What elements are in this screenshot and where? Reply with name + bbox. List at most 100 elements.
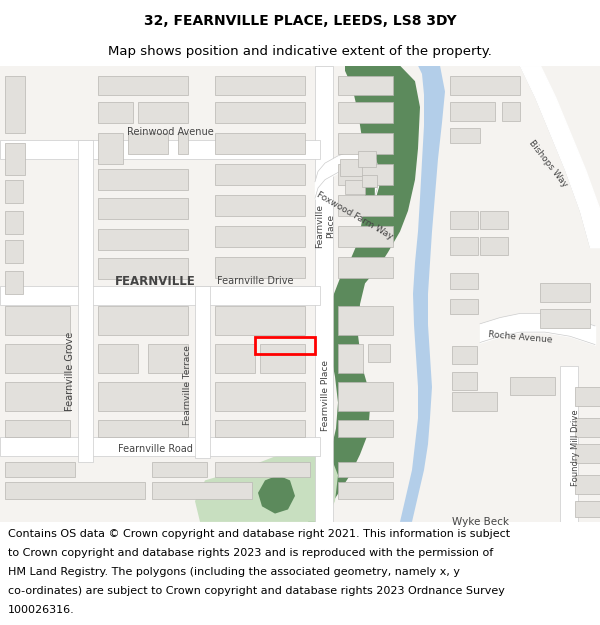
- Bar: [5, 211, 23, 234]
- Polygon shape: [195, 444, 338, 522]
- Bar: [152, 482, 252, 499]
- Text: Fearnville Place: Fearnville Place: [320, 360, 329, 431]
- Bar: [0, 437, 320, 456]
- Bar: [338, 462, 393, 478]
- Bar: [575, 444, 600, 462]
- Bar: [5, 420, 70, 437]
- Bar: [98, 420, 188, 437]
- Bar: [215, 344, 255, 372]
- Bar: [338, 306, 393, 335]
- Text: Roche Avenue: Roche Avenue: [488, 330, 553, 344]
- Bar: [452, 371, 477, 390]
- Bar: [5, 344, 70, 372]
- Bar: [480, 237, 508, 256]
- Polygon shape: [400, 66, 445, 522]
- Bar: [5, 462, 75, 478]
- Bar: [98, 169, 188, 190]
- Bar: [98, 382, 188, 411]
- Bar: [215, 382, 305, 411]
- Bar: [215, 76, 305, 94]
- Text: Fearnville
Place: Fearnville Place: [316, 204, 335, 248]
- Bar: [540, 283, 590, 302]
- Text: Reinwood Avenue: Reinwood Avenue: [127, 127, 214, 137]
- Bar: [0, 286, 320, 305]
- Bar: [148, 344, 188, 372]
- Text: Fearnville Drive: Fearnville Drive: [217, 276, 293, 286]
- Text: to Crown copyright and database rights 2023 and is reproduced with the permissio: to Crown copyright and database rights 2…: [8, 548, 493, 558]
- Text: Fearnville Grove: Fearnville Grove: [65, 332, 75, 411]
- Bar: [128, 133, 168, 154]
- Bar: [98, 76, 188, 94]
- Polygon shape: [412, 66, 600, 522]
- Bar: [338, 133, 393, 154]
- Text: 32, FEARNVILLE PLACE, LEEDS, LS8 3DY: 32, FEARNVILLE PLACE, LEEDS, LS8 3DY: [143, 14, 457, 28]
- Bar: [78, 140, 93, 462]
- Text: Bishops Way: Bishops Way: [527, 139, 569, 189]
- Bar: [215, 420, 305, 437]
- Bar: [98, 306, 188, 335]
- Bar: [215, 306, 305, 335]
- Bar: [540, 309, 590, 328]
- Bar: [452, 392, 497, 411]
- Bar: [98, 102, 133, 122]
- Bar: [215, 133, 305, 154]
- Bar: [215, 102, 305, 122]
- Bar: [450, 76, 520, 94]
- Bar: [450, 128, 480, 143]
- Bar: [338, 76, 393, 94]
- Text: Fearnville Terrace: Fearnville Terrace: [184, 345, 193, 425]
- Text: FEARNVILLE: FEARNVILLE: [115, 275, 196, 288]
- Bar: [178, 133, 188, 154]
- Bar: [338, 164, 393, 185]
- Bar: [152, 462, 207, 478]
- Bar: [338, 226, 393, 247]
- Bar: [338, 420, 393, 437]
- Bar: [260, 344, 305, 372]
- Bar: [502, 102, 520, 121]
- Bar: [338, 258, 393, 278]
- Bar: [340, 159, 362, 176]
- Polygon shape: [258, 475, 295, 514]
- Text: co-ordinates) are subject to Crown copyright and database rights 2023 Ordnance S: co-ordinates) are subject to Crown copyr…: [8, 586, 505, 596]
- Bar: [480, 211, 508, 229]
- Text: Wyke Beck: Wyke Beck: [452, 517, 509, 527]
- Text: 100026316.: 100026316.: [8, 606, 74, 616]
- Bar: [215, 258, 305, 278]
- Bar: [98, 259, 188, 279]
- Bar: [98, 344, 138, 372]
- Bar: [510, 377, 555, 396]
- Bar: [315, 66, 333, 522]
- Bar: [98, 229, 188, 250]
- Bar: [368, 344, 390, 362]
- Text: Foxwood Farm Way: Foxwood Farm Way: [315, 191, 395, 241]
- Bar: [215, 195, 305, 216]
- Bar: [195, 286, 210, 458]
- Bar: [450, 211, 478, 229]
- Bar: [575, 418, 600, 437]
- Polygon shape: [308, 66, 420, 522]
- Bar: [98, 198, 188, 219]
- Bar: [575, 387, 600, 406]
- Bar: [450, 102, 495, 121]
- Bar: [215, 226, 305, 247]
- Bar: [362, 174, 377, 187]
- Bar: [560, 366, 578, 522]
- Bar: [575, 475, 600, 494]
- Bar: [338, 382, 393, 411]
- Bar: [452, 346, 477, 364]
- Bar: [450, 299, 478, 314]
- Bar: [5, 76, 25, 133]
- Bar: [138, 102, 188, 122]
- Bar: [98, 133, 123, 164]
- Bar: [575, 501, 600, 517]
- Text: Foundry Mill Drive: Foundry Mill Drive: [571, 409, 580, 486]
- Bar: [5, 482, 145, 499]
- Bar: [5, 271, 23, 294]
- Text: Contains OS data © Crown copyright and database right 2021. This information is : Contains OS data © Crown copyright and d…: [8, 529, 510, 539]
- Text: Fearnville Road: Fearnville Road: [118, 444, 193, 454]
- Bar: [338, 482, 393, 499]
- Bar: [338, 344, 363, 372]
- Bar: [338, 102, 393, 122]
- Text: Map shows position and indicative extent of the property.: Map shows position and indicative extent…: [108, 45, 492, 58]
- Bar: [5, 306, 70, 335]
